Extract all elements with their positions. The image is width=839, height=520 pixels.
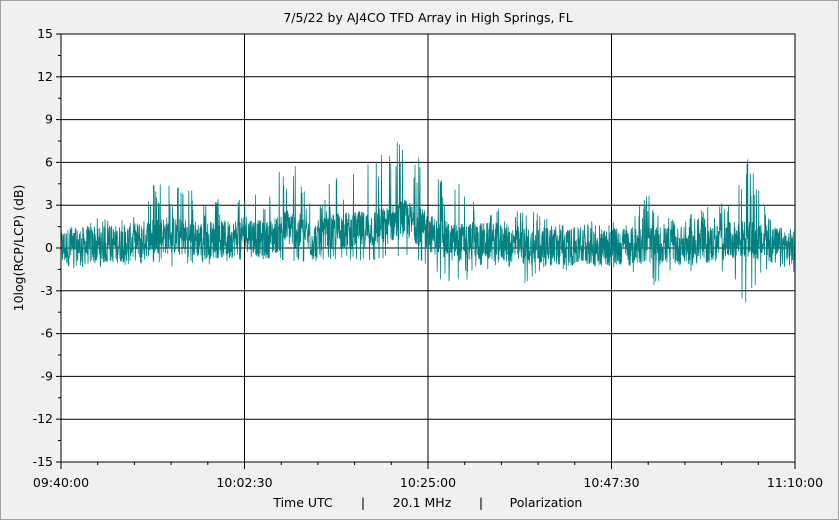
y-axis: 15 12 9 6 3 0 -3 -6 -9 -12 -15: [33, 26, 61, 469]
y-axis-label: 10log(RCP/LCP) (dB): [11, 185, 26, 312]
y-tick-label: -15: [33, 454, 53, 469]
y-tick-label: 15: [37, 26, 53, 41]
x-tick-label: 10:02:30: [216, 475, 272, 490]
x-axis-label-time: Time UTC: [272, 495, 333, 510]
y-tick-label: 6: [45, 154, 53, 169]
y-tick-label: 3: [45, 197, 53, 212]
y-tick-label: 12: [37, 69, 53, 84]
y-tick-label: -6: [41, 326, 54, 341]
x-axis: 09:40:00 10:02:30 10:25:00 10:47:30 11:10:00: [33, 462, 823, 490]
x-tick-label: 11:10:00: [767, 475, 823, 490]
series-trace: [60, 142, 796, 303]
x-tick-label: 10:25:00: [400, 475, 456, 490]
grid-lines: [61, 34, 795, 462]
y-tick-label: 9: [45, 112, 53, 127]
x-axis-label-sep2: |: [479, 495, 483, 510]
y-tick-label: -9: [41, 368, 54, 383]
x-axis-label: Time UTC | 20.1 MHz | Polarization: [272, 495, 582, 510]
y-tick-label: 0: [45, 240, 53, 255]
x-tick-label: 09:40:00: [33, 475, 89, 490]
y-tick-label: -12: [33, 411, 53, 426]
x-axis-label-mode: Polarization: [510, 495, 583, 510]
y-tick-label: -3: [41, 283, 53, 298]
x-axis-label-sep1: |: [361, 495, 365, 510]
x-axis-label-freq: 20.1 MHz: [393, 495, 452, 510]
x-tick-label: 10:47:30: [583, 475, 639, 490]
series-line: [60, 142, 796, 303]
chart-title: 7/5/22 by AJ4CO TFD Array in High Spring…: [283, 10, 572, 25]
